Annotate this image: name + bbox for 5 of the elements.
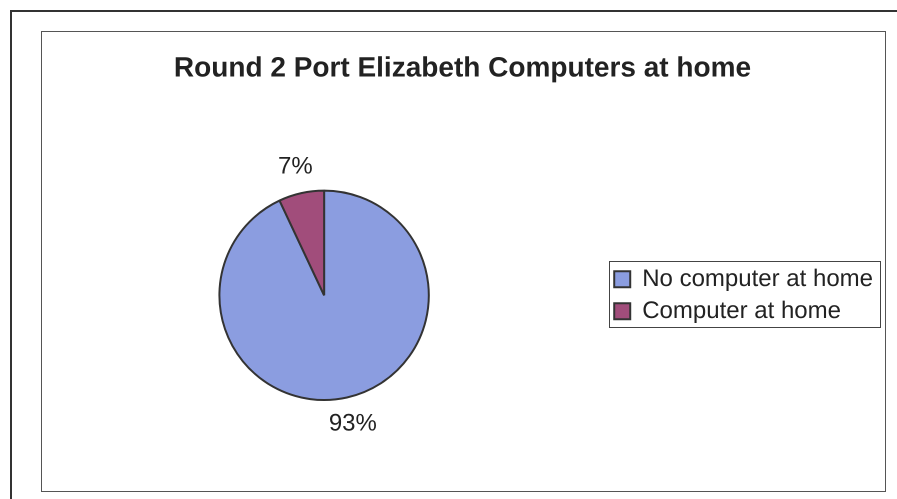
legend-label: Computer at home	[642, 296, 841, 324]
data-label: 7%	[278, 152, 313, 180]
data-label: 93%	[328, 409, 377, 436]
legend-label: No computer at home	[642, 264, 874, 292]
chart-title: Round 2 Port Elizabeth Computers at home	[174, 52, 752, 83]
